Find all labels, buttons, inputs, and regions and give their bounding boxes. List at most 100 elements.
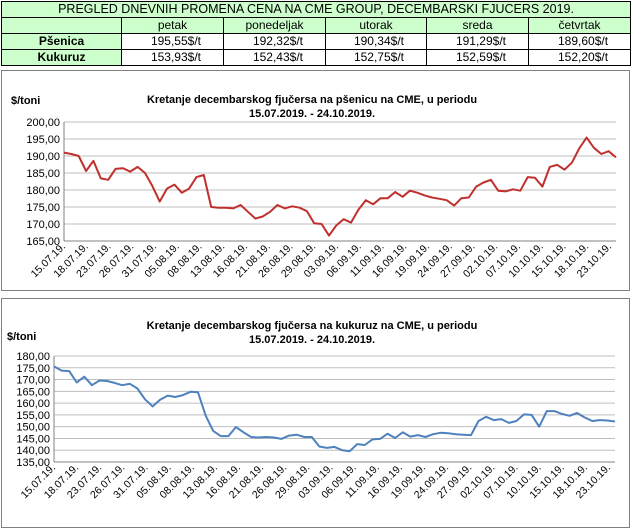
header-day: petak <box>121 17 224 34</box>
wheat-chart-plot: 165,00 170,00 175,00 180,00 185,00 190,00 195,… <box>26 117 617 280</box>
table-row: Kukuruz 153,93$/t 152,43$/t 152,75$/t 15… <box>1 49 631 66</box>
data-point <box>296 434 298 436</box>
chart-title-line: Kretanje decembarskog fjučersa na kukuru… <box>146 320 478 332</box>
y-axis-label: $/toni <box>11 95 41 107</box>
data-point <box>563 169 565 171</box>
data-point <box>606 420 608 422</box>
data-point <box>485 416 487 418</box>
data-point <box>212 430 214 432</box>
y-tick-label: 150,00 <box>16 422 50 434</box>
data-point <box>608 150 610 152</box>
data-point <box>475 186 477 188</box>
series-line <box>63 136 617 237</box>
table-cell: 152,20$/t <box>527 49 631 66</box>
data-point <box>394 437 396 439</box>
data-point <box>107 179 109 181</box>
data-point <box>576 412 578 414</box>
data-point <box>599 419 601 421</box>
data-point <box>402 196 404 198</box>
table-title: PREGLED DNEVNIH PROMENA CENA NA CME GROU… <box>0 1 631 18</box>
data-point <box>129 383 131 385</box>
data-point <box>356 443 358 445</box>
y-tick-label: 170,00 <box>16 375 50 387</box>
data-point <box>497 190 499 192</box>
data-point <box>326 447 328 449</box>
data-point <box>106 380 108 382</box>
y-tick-label: 135,00 <box>16 457 50 469</box>
data-point <box>269 211 271 213</box>
data-point <box>431 196 433 198</box>
data-point <box>460 197 462 199</box>
y-tick-label: 165,00 <box>26 236 60 248</box>
data-point <box>424 436 426 438</box>
data-point <box>321 223 323 225</box>
data-point <box>387 433 389 435</box>
data-point <box>195 176 197 178</box>
corn-chart: 135,00 140,00 145,00 150,00 155,00 160,00 165,… <box>1 298 630 528</box>
data-point <box>334 446 336 448</box>
data-point <box>453 205 455 207</box>
data-point <box>218 207 220 209</box>
data-point <box>335 224 337 226</box>
data-point <box>424 194 426 196</box>
data-point <box>417 434 419 436</box>
y-tick-label: 200,00 <box>26 117 60 129</box>
data-point <box>243 431 245 433</box>
data-point <box>508 422 510 424</box>
data-point <box>91 384 93 386</box>
data-point <box>468 196 470 198</box>
data-point <box>546 410 548 412</box>
data-point <box>614 420 616 422</box>
data-point <box>311 436 313 438</box>
data-point <box>122 167 124 169</box>
corn-chart-plot: 135,00140,00145,00150,00155,00160,00165,… <box>16 351 616 501</box>
chart-title: Kretanje decembarskog fjučersa na kukuru… <box>102 319 522 347</box>
header-day: sreda <box>426 17 529 34</box>
chart-subtitle: 15.07.2019. - 24.10.2019. <box>249 334 375 346</box>
data-point <box>78 155 80 157</box>
data-point <box>210 206 212 208</box>
data-point <box>262 216 264 218</box>
y-tick-label: 180,00 <box>26 185 60 197</box>
y-tick-label: 180,00 <box>16 351 50 363</box>
chart-title-line: Kretanje decembarskog fjučersa na pšenic… <box>146 94 478 106</box>
data-point <box>432 433 434 435</box>
table-header-row: petak ponedeljak utorak sreda četvrtak <box>1 17 631 34</box>
data-point <box>455 433 457 435</box>
data-point <box>490 179 492 181</box>
data-point <box>247 211 249 213</box>
data-point <box>556 164 558 166</box>
data-point <box>379 197 381 199</box>
table-cell: 153,93$/t <box>121 49 224 66</box>
data-point <box>372 203 374 205</box>
data-point <box>85 170 87 172</box>
data-point <box>615 156 617 158</box>
y-tick-label: 140,00 <box>16 445 50 457</box>
data-point <box>166 188 168 190</box>
data-point <box>527 176 529 178</box>
data-point <box>440 432 442 434</box>
data-point <box>505 190 507 192</box>
y-tick-label: 195,00 <box>26 134 60 146</box>
data-point <box>258 437 260 439</box>
data-point <box>53 365 55 367</box>
y-tick-label: 170,00 <box>26 219 60 231</box>
data-point <box>232 207 234 209</box>
data-point <box>182 394 184 396</box>
series-line <box>53 365 616 453</box>
data-point <box>600 153 602 155</box>
data-point <box>538 426 540 428</box>
table-cell: 152,43$/t <box>223 49 326 66</box>
data-point <box>569 415 571 417</box>
data-point <box>447 432 449 434</box>
data-point <box>83 376 85 378</box>
data-point <box>299 207 301 209</box>
data-point <box>512 188 514 190</box>
y-tick-label: 175,00 <box>16 363 50 375</box>
table-cell: 189,60$/t <box>527 33 631 50</box>
y-tick-label: 185,00 <box>26 168 60 180</box>
data-point <box>416 192 418 194</box>
data-point <box>303 436 305 438</box>
data-point <box>553 410 555 412</box>
data-point <box>318 445 320 447</box>
